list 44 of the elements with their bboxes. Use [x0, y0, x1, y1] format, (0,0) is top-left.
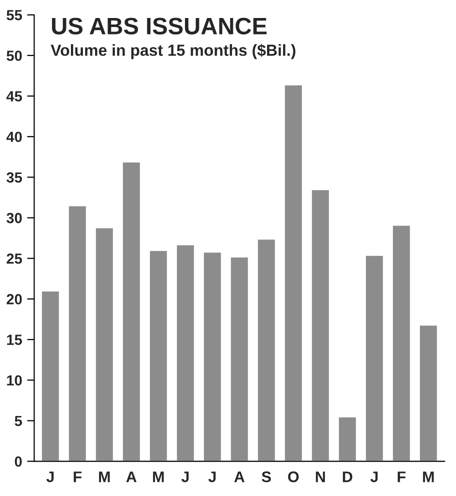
bar	[284, 84, 304, 462]
x-tick-label: M	[423, 472, 434, 482]
x-tick-label: A	[234, 472, 245, 482]
bar	[256, 238, 276, 462]
x-tick-label: J	[46, 472, 54, 482]
x-tick-label: J	[208, 472, 216, 482]
bar	[310, 188, 330, 462]
y-tick-label: 10	[7, 375, 22, 386]
bar	[122, 161, 142, 462]
y-tick-label: 40	[6, 132, 22, 142]
x-tick-label: D	[342, 472, 352, 482]
bar	[94, 226, 114, 462]
bar	[176, 244, 196, 462]
x-tick-label: M	[99, 472, 110, 482]
x-tick-label: O	[288, 471, 299, 482]
bar	[338, 416, 358, 462]
x-tick-label: J	[181, 472, 189, 482]
bar	[230, 256, 250, 462]
bar	[40, 290, 60, 462]
bar	[364, 254, 384, 462]
y-tick-label: 25	[6, 253, 22, 264]
y-tick-label: 55	[6, 10, 22, 20]
x-tick-label: F	[398, 472, 406, 482]
bar	[392, 224, 412, 462]
x-tick-label: N	[316, 472, 325, 482]
x-tick-label: F	[74, 472, 82, 482]
bar	[202, 251, 222, 462]
chart-title: US ABS ISSUANCE	[52, 18, 267, 34]
y-tick-label: 15	[7, 334, 22, 345]
x-tick-label: S	[262, 471, 271, 482]
y-tick-label: 45	[6, 91, 22, 102]
y-tick-label: 30	[6, 212, 22, 224]
x-tick-label: J	[370, 472, 378, 482]
bar	[148, 250, 168, 462]
y-tick-label: 50	[6, 50, 22, 61]
y-tick-label: 20	[6, 294, 22, 304]
text: Volume in past 15 months ($Bil.)	[50, 44, 296, 60]
y-tick-label: 35	[6, 172, 22, 183]
x-tick-label: M	[153, 472, 164, 482]
y-tick-label: 0	[14, 456, 22, 467]
bar	[68, 204, 88, 462]
bar	[418, 324, 438, 462]
y-tick-label: 5	[14, 416, 22, 426]
x-tick-label: A	[126, 472, 137, 482]
